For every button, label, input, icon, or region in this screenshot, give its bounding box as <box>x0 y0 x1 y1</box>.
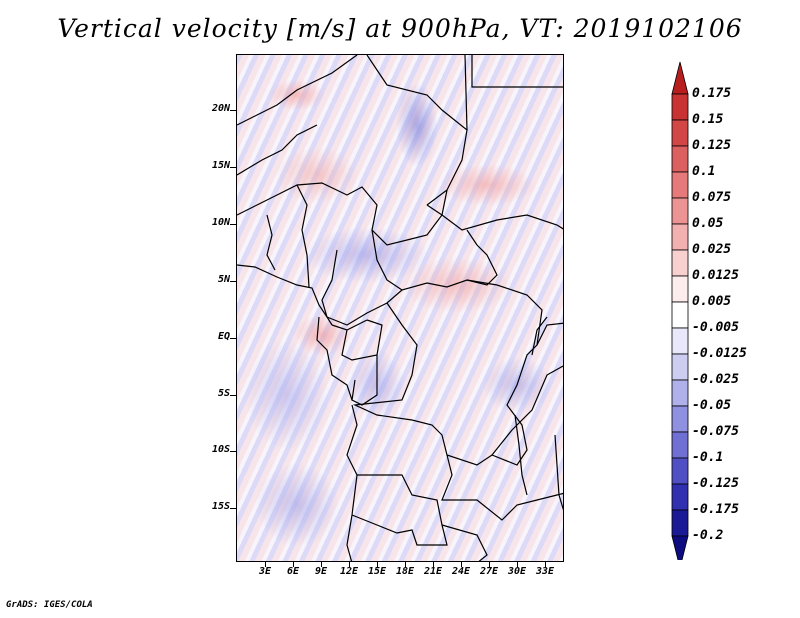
lat-tick-mark <box>230 508 236 509</box>
colorbar-label: -0.025 <box>692 372 739 387</box>
lat-tick-label: 5S <box>217 388 230 399</box>
lon-tick-mark <box>349 562 350 567</box>
country-boundaries <box>237 55 563 561</box>
lon-tick-mark <box>517 562 518 567</box>
lon-tick-mark <box>545 562 546 567</box>
colorbar-segment <box>671 275 689 303</box>
lat-tick-mark <box>230 395 236 396</box>
colorbar-segment <box>671 535 689 560</box>
colorbar-segment <box>671 93 689 121</box>
lon-tick-mark <box>405 562 406 567</box>
colorbar-label: 0.075 <box>692 190 732 205</box>
colorbar-label: -0.075 <box>692 424 739 439</box>
map-title: Vertical velocity [m/s] at 900hPa, VT: 2… <box>57 14 743 43</box>
lat-tick-mark <box>230 338 236 339</box>
lat-tick-mark <box>230 110 236 111</box>
lon-tick-label: 6E <box>286 566 300 577</box>
colorbar-segment <box>671 119 689 147</box>
colorbar-label: -0.175 <box>692 502 739 517</box>
colorbar-segment <box>671 353 689 381</box>
colorbar-label: -0.1 <box>692 450 724 465</box>
colorbar-label: 0.1 <box>692 164 716 179</box>
lon-tick-mark <box>321 562 322 567</box>
lon-tick-label: 24E <box>451 566 471 577</box>
lon-tick-label: 3E <box>258 566 272 577</box>
colorbar-segment <box>671 61 689 95</box>
lat-tick-mark <box>230 167 236 168</box>
colorbar <box>671 61 689 560</box>
colorbar-label: 0.005 <box>692 294 732 309</box>
lat-tick-label: 10N <box>211 217 230 228</box>
lon-tick-mark <box>293 562 294 567</box>
colorbar-segment <box>671 171 689 199</box>
lon-tick-label: 12E <box>339 566 359 577</box>
lon-tick-mark <box>489 562 490 567</box>
lon-tick-mark <box>377 562 378 567</box>
colorbar-label: 0.0125 <box>692 268 739 283</box>
lat-tick-mark <box>230 451 236 452</box>
lat-tick-label: EQ <box>217 331 230 342</box>
lat-tick-label: 5N <box>217 274 230 285</box>
colorbar-label: -0.125 <box>692 476 739 491</box>
lat-tick-mark <box>230 281 236 282</box>
lon-tick-mark <box>461 562 462 567</box>
lat-tick-label: 10S <box>211 444 230 455</box>
lon-tick-label: 27E <box>479 566 499 577</box>
lat-tick-label: 15N <box>211 160 230 171</box>
colorbar-segment <box>671 223 689 251</box>
colorbar-segment <box>671 457 689 485</box>
colorbar-segment <box>671 483 689 511</box>
colorbar-segment <box>671 431 689 459</box>
colorbar-label: 0.15 <box>692 112 724 127</box>
lon-tick-label: 30E <box>507 566 527 577</box>
lat-tick-label: 20N <box>211 103 230 114</box>
colorbar-segment <box>671 379 689 407</box>
colorbar-label: -0.0125 <box>692 346 747 361</box>
colorbar-label: -0.005 <box>692 320 739 335</box>
lon-tick-label: 33E <box>535 566 555 577</box>
lon-tick-label: 15E <box>367 566 387 577</box>
lon-tick-label: 21E <box>423 566 443 577</box>
colorbar-segment <box>671 249 689 277</box>
lon-tick-mark <box>265 562 266 567</box>
lat-tick-label: 15S <box>211 501 230 512</box>
lat-tick-mark <box>230 224 236 225</box>
colorbar-segment <box>671 197 689 225</box>
colorbar-label: 0.125 <box>692 138 732 153</box>
colorbar-label: -0.2 <box>692 528 724 543</box>
colorbar-segment <box>671 509 689 537</box>
grads-credit: GrADS: IGES/COLA <box>6 600 93 610</box>
lon-tick-label: 18E <box>395 566 415 577</box>
colorbar-segment <box>671 145 689 173</box>
colorbar-label: 0.175 <box>692 86 732 101</box>
colorbar-segment <box>671 405 689 433</box>
lon-tick-label: 9E <box>314 566 328 577</box>
colorbar-segment <box>671 301 689 329</box>
lon-tick-mark <box>433 562 434 567</box>
colorbar-label: -0.05 <box>692 398 732 413</box>
colorbar-label: 0.025 <box>692 242 732 257</box>
colorbar-segment <box>671 327 689 355</box>
map-plot-area <box>236 54 564 562</box>
colorbar-label: 0.05 <box>692 216 724 231</box>
